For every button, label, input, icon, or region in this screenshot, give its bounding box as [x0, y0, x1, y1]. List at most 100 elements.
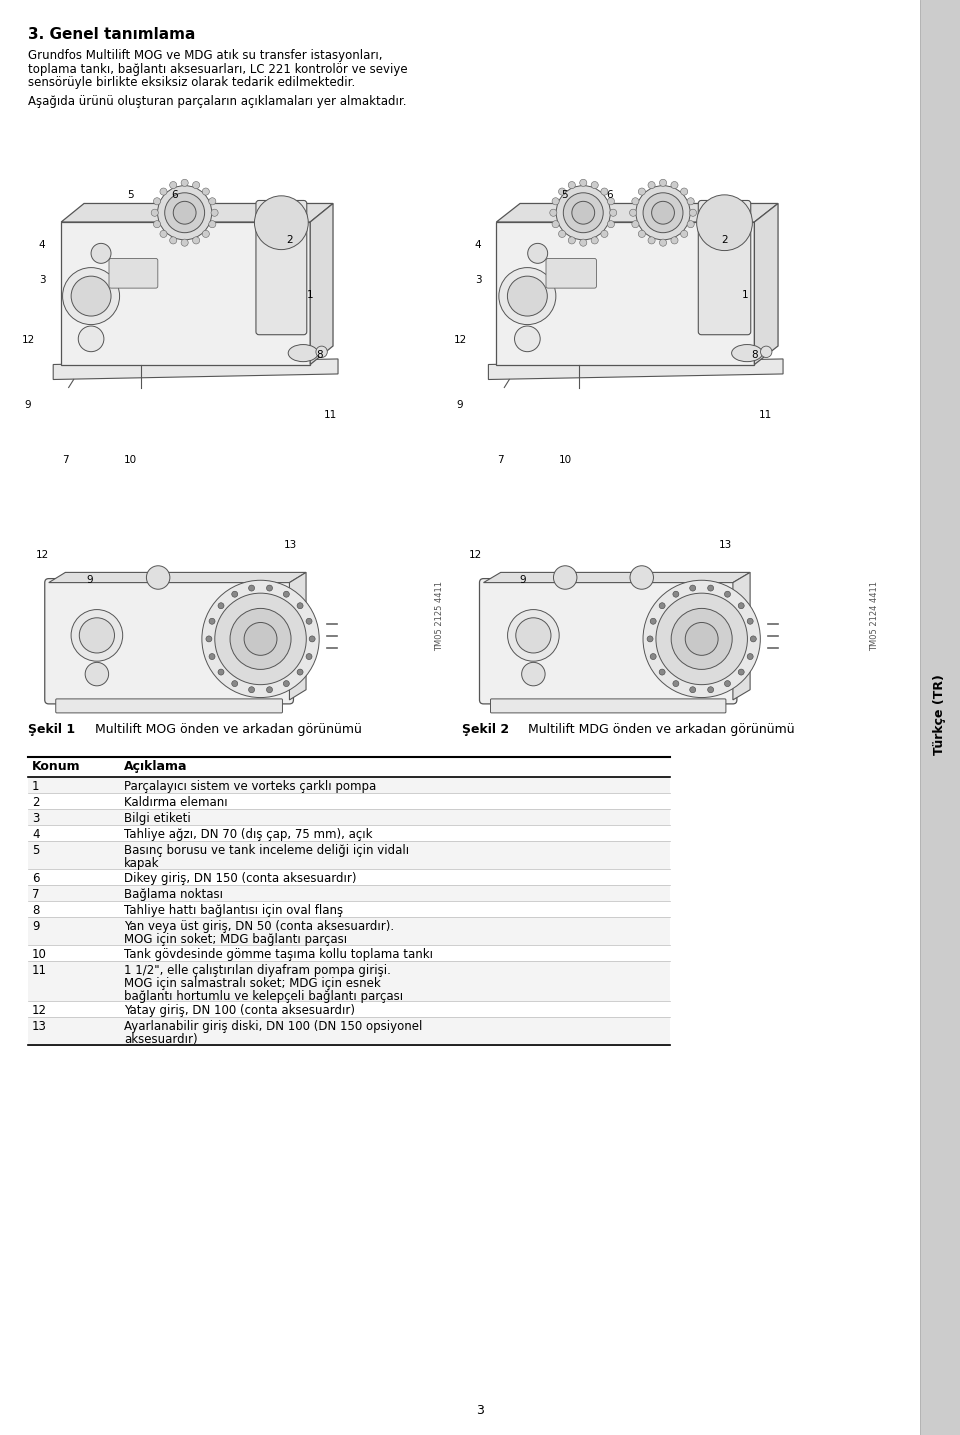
Circle shape — [671, 608, 732, 669]
Circle shape — [751, 636, 756, 641]
Circle shape — [725, 680, 731, 686]
Circle shape — [656, 593, 748, 684]
Text: 2: 2 — [32, 796, 39, 809]
Circle shape — [630, 565, 654, 590]
Circle shape — [648, 182, 655, 188]
Text: 6: 6 — [607, 189, 613, 199]
Text: Şekil 2: Şekil 2 — [462, 723, 509, 736]
Circle shape — [630, 210, 636, 217]
Circle shape — [160, 188, 167, 195]
Text: aksesuardır): aksesuardır) — [124, 1033, 198, 1046]
Circle shape — [154, 198, 160, 205]
Text: Multilift MOG önden ve arkadan görünümü: Multilift MOG önden ve arkadan görünümü — [95, 723, 362, 736]
Circle shape — [170, 182, 177, 188]
Circle shape — [254, 195, 308, 250]
Text: Yan veya üst giriş, DN 50 (conta aksesuardır).: Yan veya üst giriş, DN 50 (conta aksesua… — [124, 920, 395, 933]
Circle shape — [650, 653, 657, 660]
Text: 13: 13 — [718, 540, 732, 550]
Circle shape — [193, 237, 200, 244]
Text: Ayarlanabilir giriş diski, DN 100 (DN 150 opsiyonel: Ayarlanabilir giriş diski, DN 100 (DN 15… — [124, 1020, 422, 1033]
Circle shape — [660, 603, 665, 608]
Circle shape — [601, 188, 608, 195]
Circle shape — [647, 636, 653, 641]
Circle shape — [559, 231, 565, 237]
Polygon shape — [755, 204, 778, 364]
Text: 5: 5 — [562, 189, 568, 199]
Circle shape — [80, 618, 114, 653]
Polygon shape — [496, 222, 755, 364]
Text: MOG için salmastralı soket; MDG için esnek: MOG için salmastralı soket; MDG için esn… — [124, 977, 381, 990]
Circle shape — [218, 669, 224, 674]
Polygon shape — [290, 573, 306, 700]
Circle shape — [62, 267, 120, 324]
Circle shape — [636, 185, 690, 240]
Text: 6: 6 — [32, 872, 39, 885]
FancyBboxPatch shape — [479, 578, 737, 705]
Text: Bilgi etiketi: Bilgi etiketi — [124, 812, 191, 825]
Text: Aşağıda ürünü oluşturan parçaların açıklamaları yer almaktadır.: Aşağıda ürünü oluşturan parçaların açıkl… — [28, 96, 406, 109]
Circle shape — [601, 231, 608, 237]
Bar — [28, 825, 670, 841]
Text: Açıklama: Açıklama — [124, 761, 187, 773]
Text: 4: 4 — [32, 828, 39, 841]
Bar — [28, 1017, 670, 1045]
Circle shape — [181, 179, 188, 187]
Polygon shape — [489, 359, 783, 379]
Text: 11: 11 — [324, 410, 337, 420]
Circle shape — [681, 188, 687, 195]
Text: 12: 12 — [32, 1004, 47, 1017]
Circle shape — [309, 636, 315, 641]
Circle shape — [725, 591, 731, 597]
Text: 1: 1 — [742, 290, 748, 300]
Text: Kaldırma elemanı: Kaldırma elemanı — [124, 796, 228, 809]
Text: 9: 9 — [32, 920, 39, 933]
Circle shape — [687, 221, 694, 228]
Circle shape — [71, 276, 111, 316]
Circle shape — [660, 240, 666, 247]
Text: 10: 10 — [124, 455, 136, 465]
Circle shape — [283, 591, 289, 597]
Circle shape — [738, 669, 744, 674]
Text: Parçalayıcı sistem ve vorteks çarklı pompa: Parçalayıcı sistem ve vorteks çarklı pom… — [124, 781, 376, 794]
Text: 9: 9 — [25, 400, 32, 410]
Text: 5: 5 — [127, 189, 133, 199]
Text: 11: 11 — [758, 410, 772, 420]
Polygon shape — [49, 573, 306, 583]
Text: 3: 3 — [38, 276, 45, 286]
Circle shape — [738, 603, 744, 608]
Circle shape — [687, 198, 694, 205]
Circle shape — [556, 185, 611, 240]
Circle shape — [747, 653, 754, 660]
Circle shape — [673, 591, 679, 597]
Text: 9: 9 — [86, 575, 93, 585]
Circle shape — [515, 326, 540, 352]
Circle shape — [218, 603, 224, 608]
Circle shape — [660, 669, 665, 674]
Circle shape — [689, 687, 696, 693]
Text: 2: 2 — [287, 235, 294, 245]
Text: sensörüyle birlikte eksiksiz olarak tedarik edilmektedir.: sensörüyle birlikte eksiksiz olarak teda… — [28, 76, 355, 89]
Text: 1: 1 — [32, 781, 39, 794]
Circle shape — [244, 623, 277, 656]
Text: 9: 9 — [519, 575, 526, 585]
Circle shape — [499, 267, 556, 324]
Circle shape — [267, 687, 273, 693]
Circle shape — [267, 585, 273, 591]
Circle shape — [147, 565, 170, 590]
Text: Türkçe (TR): Türkçe (TR) — [933, 674, 947, 755]
Text: 3: 3 — [32, 812, 39, 825]
Text: 8: 8 — [32, 904, 39, 917]
Circle shape — [648, 237, 655, 244]
Circle shape — [610, 210, 616, 217]
Text: Bağlama noktası: Bağlama noktası — [124, 888, 223, 901]
Text: Multilift MDG önden ve arkadan görünümü: Multilift MDG önden ve arkadan görünümü — [528, 723, 795, 736]
Circle shape — [91, 244, 111, 264]
Text: 7: 7 — [32, 888, 39, 901]
Bar — [28, 901, 670, 917]
Text: Basınç borusu ve tank inceleme deliği için vidalı: Basınç borusu ve tank inceleme deliği iç… — [124, 844, 409, 857]
Text: 1: 1 — [306, 290, 313, 300]
Circle shape — [71, 610, 123, 662]
Circle shape — [79, 326, 104, 352]
FancyBboxPatch shape — [546, 258, 596, 288]
Text: Tahliye hattı bağlantısı için oval flanş: Tahliye hattı bağlantısı için oval flanş — [124, 904, 343, 917]
